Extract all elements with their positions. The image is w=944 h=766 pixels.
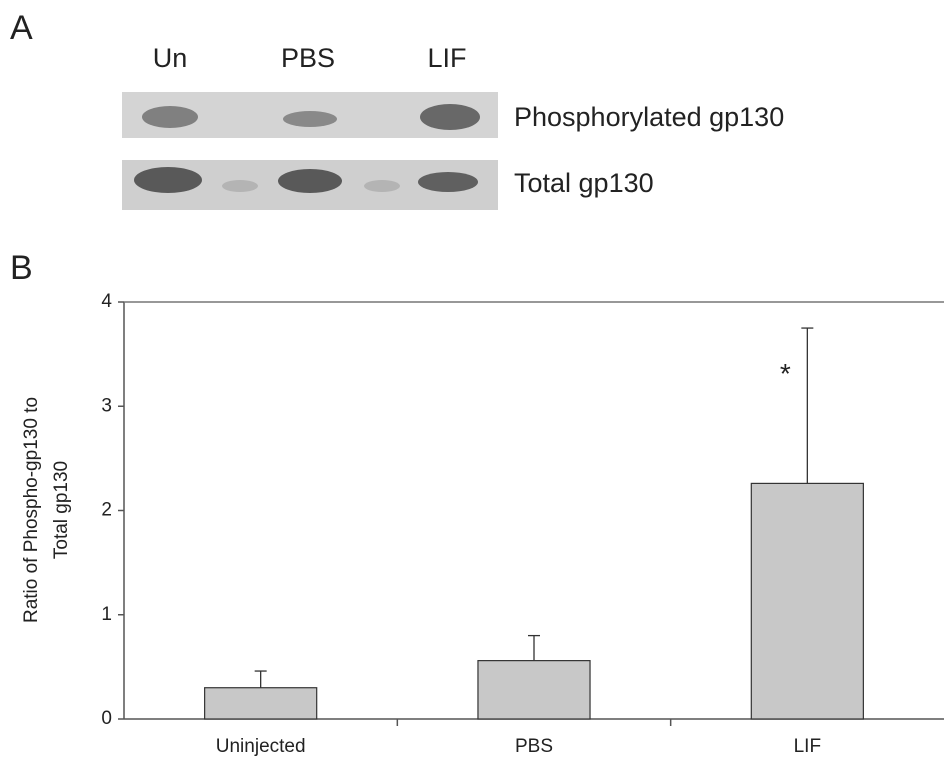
y-tick-label: 1 <box>101 604 112 625</box>
bar <box>478 661 590 719</box>
blot <box>122 160 498 210</box>
x-tick-label: Uninjected <box>216 736 306 757</box>
figure: A Un PBS LIF Phosphorylated gp130 Total … <box>0 0 944 766</box>
x-tick-label: LIF <box>794 736 821 757</box>
y-tick-label: 0 <box>101 708 112 729</box>
panel-label: A <box>10 9 33 47</box>
y-axis-label: Ratio of Phospho-gp130 to <box>21 397 42 623</box>
blot <box>122 92 498 138</box>
lane-label: PBS <box>281 43 335 73</box>
x-tick-label: PBS <box>515 736 553 757</box>
annotation: * <box>780 358 791 389</box>
bar <box>205 688 317 719</box>
blot-label: Total gp130 <box>514 168 654 198</box>
y-tick-label: 3 <box>101 395 112 416</box>
lane-label: LIF <box>427 43 466 73</box>
lane-label: Un <box>153 43 188 73</box>
bar <box>751 483 863 719</box>
panel-label: B <box>10 249 33 287</box>
y-axis-label: Total gp130 <box>51 461 72 559</box>
y-tick-label: 2 <box>101 500 112 521</box>
y-tick-label: 4 <box>101 291 112 312</box>
blot-label: Phosphorylated gp130 <box>514 102 784 132</box>
